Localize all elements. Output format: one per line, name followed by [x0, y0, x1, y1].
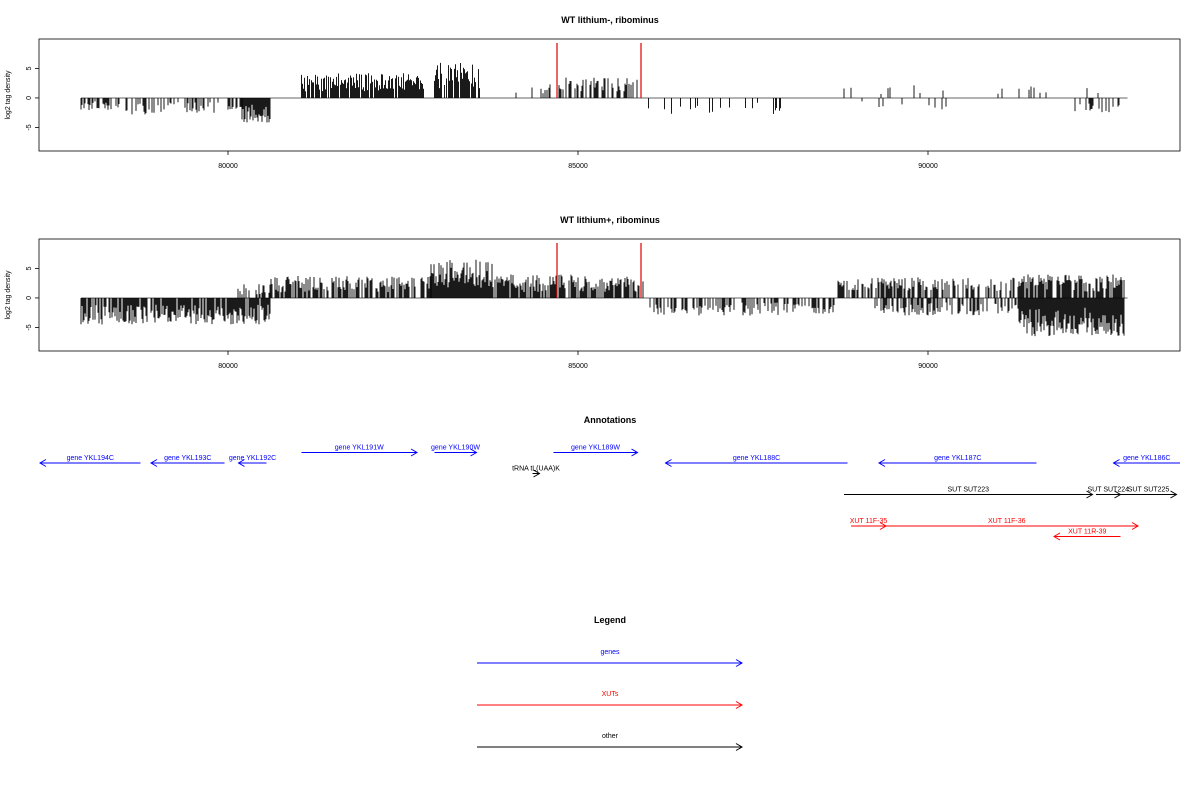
- feature-label: SUT SUT224: [1088, 487, 1130, 494]
- feature-sut-sut225: SUT SUT225: [1120, 487, 1178, 499]
- feature-xut-11r-39: XUT 11R-39: [1053, 529, 1121, 541]
- density-bars: [80, 62, 1128, 123]
- y-axis-ticks: -5 0 5: [26, 66, 39, 131]
- feature-label: XUT 11F-36: [988, 518, 1026, 525]
- feature-label: gene YKL188C: [733, 455, 780, 462]
- feature-arrowhead: [237, 459, 245, 467]
- feature-label: gene YKL194C: [67, 455, 114, 462]
- legend-arrowhead: [735, 659, 743, 667]
- feature-label: XUT 11F-35: [850, 518, 888, 525]
- feature-arrowhead: [1112, 459, 1120, 467]
- density-bars: [80, 259, 1128, 337]
- x-tick-label: 85000: [568, 163, 588, 170]
- x-tick-label: 80000: [218, 363, 238, 370]
- region-markers: [556, 243, 642, 298]
- feature-arrowhead: [1086, 490, 1094, 499]
- feature-sut-sut224: SUT SUT224: [1088, 487, 1130, 499]
- legend: Legend genes XUTs other: [477, 615, 743, 751]
- feature-gene-ykl186c: gene YKL186C: [1112, 455, 1180, 467]
- feature-gene-ykl192c: gene YKL192C: [229, 455, 276, 467]
- y-tick-label: 5: [26, 266, 33, 270]
- feature-arrowhead: [150, 459, 158, 467]
- feature-xut-11f-36: XUT 11F-36: [875, 518, 1139, 530]
- y-tick-label: 5: [26, 66, 33, 70]
- legend-label: XUTs: [602, 691, 619, 698]
- x-tick-label: 85000: [568, 363, 588, 370]
- legend-arrowhead: [735, 701, 743, 709]
- y-axis-label: log2 tag density: [5, 70, 12, 120]
- legend-arrowhead: [735, 743, 743, 751]
- feature-label: XUT 11R-39: [1068, 529, 1106, 536]
- track-panel-lithium-plus: WT lithium+, ribominus log2 tag density …: [5, 215, 1181, 370]
- y-tick-label: -5: [26, 324, 33, 330]
- x-axis-ticks: 80000 85000 90000: [218, 151, 938, 170]
- y-tick-label: 0: [26, 296, 33, 300]
- feature-gene-ykl191w: gene YKL191W: [301, 445, 418, 457]
- feature-gene-ykl187c: gene YKL187C: [878, 455, 1037, 467]
- y-axis-label: log2 tag density: [5, 270, 12, 320]
- y-tick-label: -5: [26, 124, 33, 130]
- legend-items: genes XUTs other: [477, 649, 743, 751]
- x-axis-ticks: 80000 85000 90000: [218, 351, 938, 370]
- x-tick-label: 90000: [918, 163, 938, 170]
- feature-gene-ykl188c: gene YKL188C: [664, 455, 848, 467]
- feature-label: gene YKL190W: [431, 445, 480, 452]
- feature-arrowhead: [470, 448, 478, 457]
- legend-item-genes: genes: [477, 649, 743, 667]
- annotations-title: Annotations: [584, 415, 637, 425]
- feature-arrowhead: [631, 448, 639, 457]
- feature-label: gene YKL191W: [335, 445, 384, 452]
- legend-label: other: [602, 733, 619, 740]
- annotations-panel: Annotations gene YKL194C gene YKL193C gene…: [39, 415, 1180, 541]
- feature-label: tRNA tL(UAA)K: [512, 466, 560, 473]
- region-markers: [556, 43, 642, 98]
- legend-label: genes: [600, 649, 620, 656]
- feature-label: gene YKL189W: [571, 445, 620, 452]
- feature-xut-11f-35: XUT 11F-35: [850, 518, 888, 530]
- feature-arrowhead: [878, 459, 886, 467]
- feature-sut-sut223: SUT SUT223: [844, 487, 1094, 499]
- feature-label: SUT SUT223: [948, 487, 990, 494]
- feature-arrowhead: [533, 469, 541, 478]
- chart-title: WT lithium-, ribominus: [561, 15, 659, 25]
- track-panel-lithium-minus: WT lithium-, ribominus log2 tag density …: [5, 15, 1181, 170]
- feature-label: SUT SUT225: [1128, 487, 1170, 494]
- feature-gene-ykl193c: gene YKL193C: [150, 455, 225, 467]
- feature-arrowhead: [410, 448, 418, 457]
- feature-trna-tl-uaa-k: tRNA tL(UAA)K: [512, 466, 560, 478]
- feature-arrows: gene YKL194C gene YKL193C gene YKL192C gene…: [39, 445, 1180, 541]
- plot-frame: [38, 38, 1181, 152]
- legend-item-xuts: XUTs: [477, 691, 743, 709]
- feature-arrowhead: [664, 459, 672, 467]
- plot-frame: [38, 238, 1181, 352]
- x-tick-label: 80000: [218, 163, 238, 170]
- chart-title: WT lithium+, ribominus: [560, 215, 660, 225]
- feature-label: gene YKL186C: [1123, 455, 1170, 462]
- feature-gene-ykl190w: gene YKL190W: [431, 445, 480, 457]
- legend-item-other: other: [477, 733, 743, 751]
- feature-gene-ykl189w: gene YKL189W: [553, 445, 639, 457]
- y-axis-ticks: -5 0 5: [26, 266, 39, 331]
- feature-arrowhead: [39, 459, 47, 467]
- feature-arrowhead: [1053, 532, 1061, 541]
- feature-label: gene YKL187C: [934, 455, 981, 462]
- feature-arrowhead: [1170, 490, 1178, 499]
- x-tick-label: 90000: [918, 363, 938, 370]
- feature-label: gene YKL192C: [229, 455, 276, 462]
- y-tick-label: 0: [26, 96, 33, 100]
- legend-title: Legend: [594, 615, 626, 625]
- feature-arrowhead: [1131, 522, 1139, 530]
- feature-label: gene YKL193C: [164, 455, 211, 462]
- feature-gene-ykl194c: gene YKL194C: [39, 455, 141, 467]
